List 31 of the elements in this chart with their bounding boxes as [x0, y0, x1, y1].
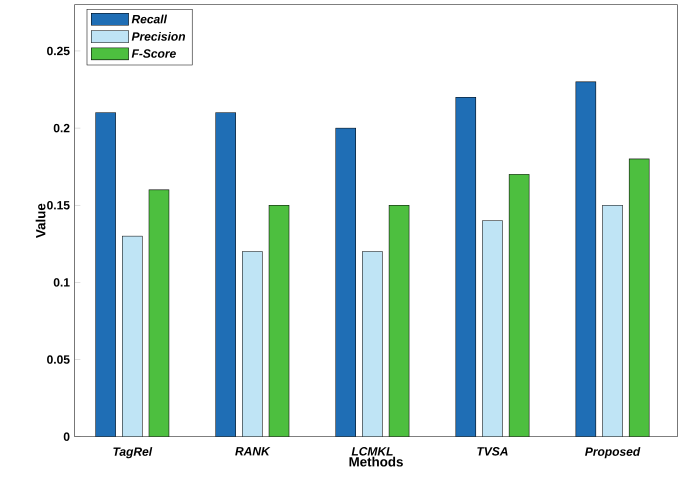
- bar: [576, 82, 596, 437]
- y-tick-label: 0.25: [47, 46, 70, 56]
- x-tick-label: Proposed: [585, 447, 640, 458]
- bar: [242, 251, 263, 437]
- bar: [508, 174, 530, 437]
- x-tick-label: LCMKL: [352, 447, 393, 456]
- x-tick-label: RANK: [235, 447, 270, 456]
- bar: [362, 251, 383, 437]
- bar: [602, 204, 623, 437]
- bar: [122, 236, 143, 437]
- y-tick-label: 0.2: [54, 124, 70, 132]
- x-tick-label: TVSA: [477, 447, 508, 456]
- bar: [268, 204, 290, 437]
- x-tick-label: TagRel: [113, 447, 152, 458]
- bar: [95, 112, 116, 437]
- y-tick-label: 0: [64, 432, 70, 441]
- bar: [482, 220, 503, 437]
- bar: [335, 128, 356, 437]
- legend-label: F-Score: [132, 49, 176, 58]
- y-tick-label: 0.1: [54, 278, 70, 287]
- bar: [148, 190, 170, 437]
- y-axis-title: Value: [36, 204, 46, 238]
- legend-label: Precision: [132, 32, 186, 41]
- y-tick-label: 0.15: [47, 200, 70, 210]
- y-tick-label: 0.05: [47, 355, 70, 364]
- bar: [388, 204, 410, 437]
- legend-label: Recall: [132, 14, 168, 24]
- bar: [628, 158, 650, 437]
- bar: [215, 112, 236, 437]
- x-axis-title: Methods: [350, 456, 403, 467]
- bar: [456, 96, 476, 437]
